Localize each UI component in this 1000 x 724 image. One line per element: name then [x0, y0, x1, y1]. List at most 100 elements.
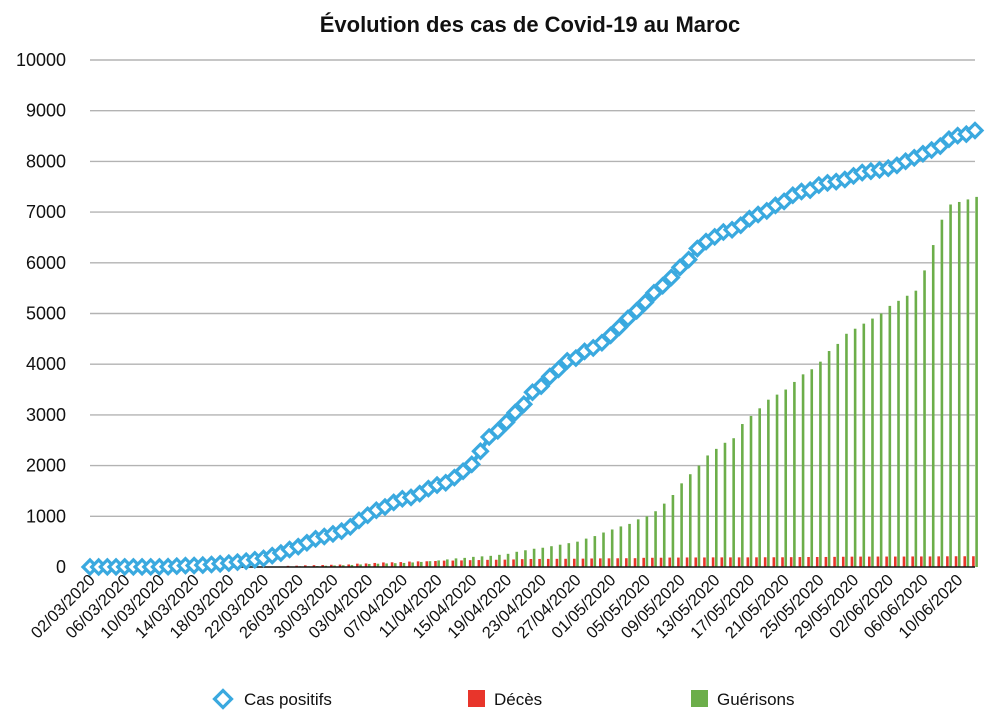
guerisons-bar: [446, 559, 449, 567]
guerisons-bar: [923, 270, 926, 567]
legend-item-guerisons: Guérisons: [691, 690, 794, 709]
guerisons-bar: [897, 300, 900, 567]
deces-bar: [781, 557, 784, 567]
guerisons-bar: [688, 474, 692, 567]
deces-bar: [321, 565, 324, 567]
guerisons-bar: [463, 557, 466, 567]
guerisons-bar: [957, 201, 961, 567]
y-tick-label: 0: [56, 557, 66, 577]
deces-bar: [824, 556, 828, 567]
cas-positifs-marker: [965, 121, 985, 140]
deces-bar: [442, 560, 446, 567]
deces-bar: [798, 557, 802, 567]
cas-positifs-marker: [601, 326, 620, 345]
guerisons-bar: [758, 408, 761, 567]
deces-bar: [330, 564, 333, 567]
guerisons-bar: [550, 546, 553, 567]
deces-bar: [373, 562, 377, 567]
cas-positifs-marker: [618, 309, 638, 328]
guerisons-bar: [489, 555, 493, 567]
deces-bar: [729, 557, 732, 567]
guerisons-bar: [654, 511, 657, 567]
deces-bar: [651, 557, 654, 567]
deces-bar: [408, 561, 411, 567]
cas-positifs-markers: [80, 121, 985, 577]
deces-bar: [616, 558, 619, 567]
deces-bar: [304, 565, 307, 567]
deces-bar: [876, 556, 880, 567]
cas-positifs-marker: [679, 250, 698, 269]
guerisons-bar: [333, 565, 336, 567]
cas-positifs-marker: [471, 441, 490, 461]
cas-positifs-marker: [662, 268, 681, 287]
guerisons-bar: [853, 328, 857, 567]
guerisons-bar: [697, 465, 701, 567]
guerisons-bar: [810, 369, 814, 567]
cas-positifs-marker: [627, 301, 646, 321]
guerisons-bar: [420, 561, 423, 567]
y-tick-label: 10000: [16, 50, 66, 70]
guerisons-bar: [715, 448, 718, 567]
guerisons-bar: [775, 394, 779, 567]
guerisons-bar: [671, 495, 675, 567]
deces-bar: [850, 556, 854, 567]
deces-bar: [338, 564, 342, 567]
deces-bar: [625, 558, 628, 567]
deces-bar: [356, 563, 359, 567]
deces-bar: [746, 557, 750, 567]
y-tick-label: 4000: [26, 354, 66, 374]
deces-bar: [347, 564, 350, 567]
guerisons-bar: [532, 548, 536, 567]
guerisons-bar: [515, 551, 519, 567]
deces-bar: [529, 558, 533, 567]
y-tick-label: 7000: [26, 202, 66, 222]
guerisons-bar: [723, 442, 727, 567]
guerisons-bar: [454, 558, 458, 567]
guerisons-bar: [359, 564, 362, 567]
deces-bar: [755, 557, 758, 567]
guerisons-bar: [350, 564, 354, 567]
deces-bar: [555, 558, 559, 567]
deces-bar: [859, 556, 862, 567]
deces-bar: [711, 557, 715, 567]
deces-bar: [364, 563, 368, 567]
deces-bar: [928, 556, 932, 567]
deces-bar: [815, 557, 819, 567]
deces-bar: [763, 557, 767, 567]
deces-bar: [685, 557, 689, 567]
legend-label-cas-positifs: Cas positifs: [244, 690, 332, 709]
guerisons-bar: [706, 455, 709, 567]
y-tick-label: 8000: [26, 151, 66, 171]
guerisons-bar: [385, 563, 388, 567]
y-tick-label: 2000: [26, 456, 66, 476]
deces-bar: [477, 560, 481, 567]
deces-bar: [399, 562, 403, 567]
legend-marker-deces: [468, 690, 485, 707]
cas-positifs-marker: [670, 258, 690, 277]
guerisons-bar: [871, 318, 874, 567]
cas-positifs-marker: [653, 276, 672, 295]
cas-positifs-marker: [531, 376, 551, 396]
guerisons-bar: [784, 389, 788, 567]
guerisons-bar: [767, 399, 770, 567]
deces-bar: [694, 557, 698, 567]
chart-title: Évolution des cas de Covid-19 au Maroc: [320, 12, 741, 37]
deces-bar: [772, 557, 776, 567]
deces-bar: [920, 556, 923, 567]
deces-bar: [416, 561, 420, 567]
guerisons-bar: [402, 562, 406, 567]
deces-bar: [954, 556, 958, 567]
deces-bar: [703, 557, 706, 567]
deces-bar: [668, 557, 672, 567]
deces-bar: [451, 560, 455, 567]
legend-item-deces: Décès: [468, 690, 542, 709]
guerisons-bar: [931, 245, 935, 567]
guerisons-bar: [506, 553, 510, 567]
guerisons-bar: [567, 543, 571, 567]
guerisons-bar: [593, 536, 597, 567]
deces-bar: [460, 560, 463, 567]
deces-bar: [434, 561, 437, 567]
guerisons-bar: [628, 523, 631, 567]
guerisons-bar: [801, 374, 805, 567]
